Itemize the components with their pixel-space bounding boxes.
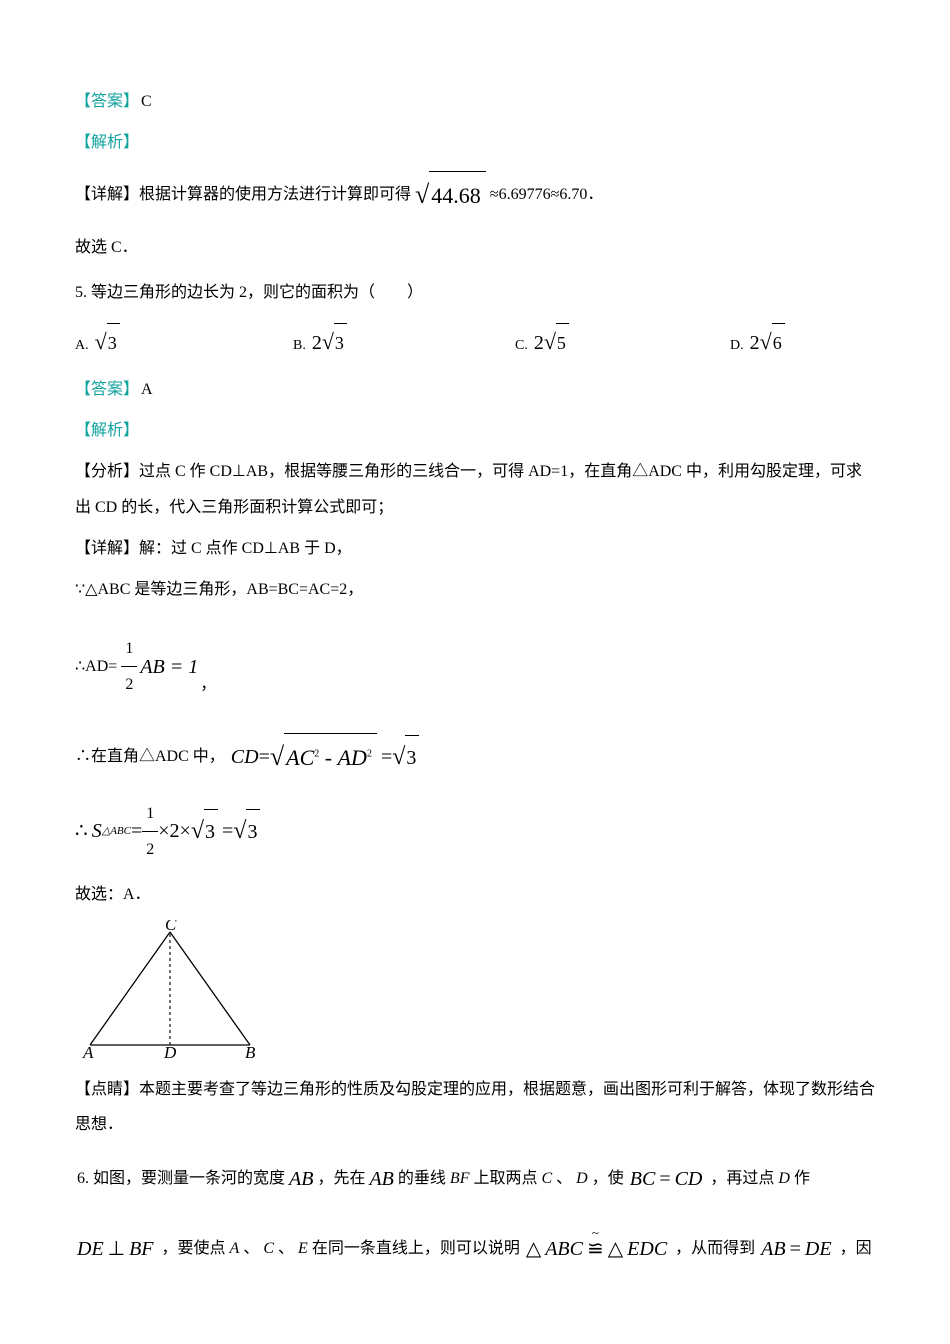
q5-detail-l1: 【详解】解：过 C 点作 CD⊥AB 于 D，: [75, 531, 875, 566]
q5-detail-l2: ∵△ABC 是等边三角形，AB=BC=AC=2，: [75, 572, 875, 607]
q5-opt-D: D. 2 √6: [730, 318, 785, 366]
q6-line2: DE ⊥ BF ，要使点 A、C、E 在同一条直线上，则可以说明 △ABC ≌ …: [75, 1223, 875, 1275]
fraction-half: 1 2: [121, 631, 137, 702]
q5-analysis-p1: 【分析】过点 C 作 CD⊥AB，根据等腰三角形的三线合一，可得 AD=1，在直…: [75, 454, 875, 524]
q5-optD-value: √6: [760, 318, 785, 366]
q4-answer-label: 【答案】: [75, 84, 139, 119]
sqrt-3c: √3: [233, 805, 260, 858]
q5-therefore: 故选：A．: [75, 877, 875, 912]
sqrt-3b: √3: [191, 805, 218, 858]
q6-line1: 6. 如图，要测量一条河的宽度 AB ，先在 AB 的垂线 BF 上取两点 C、…: [75, 1153, 875, 1205]
label-A: A: [82, 1043, 94, 1060]
q5-opt-B: B. 2 √3: [293, 318, 347, 366]
q5-opt-C: C. 2 √5: [515, 318, 569, 366]
q5-ad-formula: ∴AD= 1 2 AB = 1 ，: [75, 631, 875, 702]
label-D: D: [163, 1043, 177, 1060]
q5-analysis-label: 【解析】: [75, 413, 875, 448]
q5-cd-formula: ∴在直角△ADC 中， CD = √ AC2 - AD2 = √3: [75, 728, 875, 785]
q4-analysis-label: 【解析】: [75, 125, 875, 160]
q4-answer-value: C: [141, 84, 152, 119]
q4-therefore: 故选 C．: [75, 230, 875, 265]
q5-optB-value: √3: [322, 318, 347, 366]
q5-options: A. √3 B. 2 √3 C. 2 √5 D. 2 √6: [75, 318, 875, 354]
fraction-half-2: 1 2: [142, 796, 158, 867]
label-C: C: [165, 920, 177, 934]
triangle-figure: A B C D: [75, 920, 265, 1060]
q5-s-formula: ∴ S△ABC = 1 2 ×2× √3 = √3: [75, 796, 875, 867]
label-B: B: [245, 1043, 256, 1060]
q5-optA-value: √3: [95, 318, 120, 366]
sqrt-44-68: √44.68: [415, 166, 486, 223]
q5-dianjing: 【点睛】本题主要考查了等边三角形的性质及勾股定理的应用，根据题意，画出图形可利于…: [75, 1072, 875, 1142]
q4-detail: 【详解】根据计算器的使用方法进行计算即可得 √44.68 ≈6.69776≈6.…: [75, 166, 875, 223]
q5-answer-line: 【答案】 A: [75, 372, 875, 407]
q5-opt-A: A. √3: [75, 318, 120, 366]
q5-stem: 5. 等边三角形的边长为 2，则它的面积为（ ）: [75, 275, 875, 310]
q5-optC-value: √5: [544, 318, 569, 366]
sqrt-ac2-ad2: √ AC2 - AD2: [270, 728, 377, 785]
q4-answer-line: 【答案】 C: [75, 84, 875, 119]
sqrt-3: √3: [392, 731, 419, 784]
